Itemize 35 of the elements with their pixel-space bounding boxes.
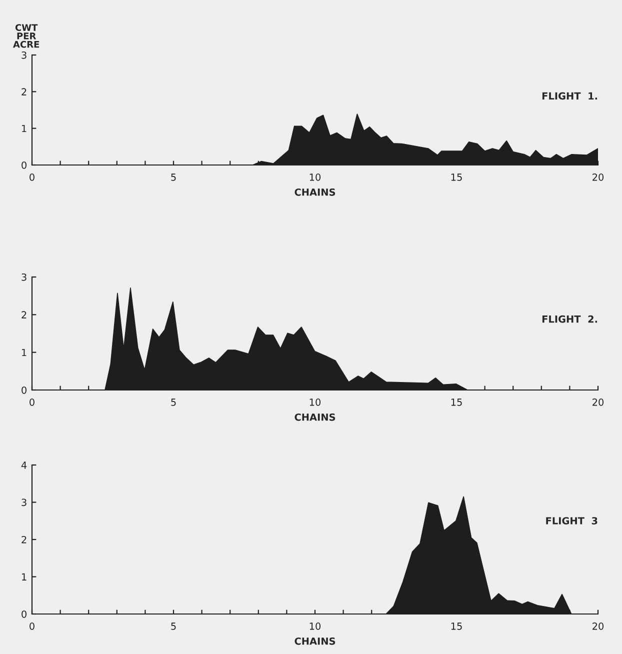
annotation: FLIGHT 3 [546, 517, 598, 524]
x-tick-label: 0 [30, 622, 34, 630]
y-tick-label: 2 [22, 88, 26, 96]
y-tick-label: 0 [22, 610, 26, 618]
x-tick-label: 20 [592, 622, 604, 630]
x-tick-label: 10 [310, 174, 321, 181]
y-tick-label: 2 [22, 536, 26, 544]
x-tick-label: 5 [171, 174, 176, 181]
x-tick-label: 5 [171, 622, 176, 630]
annotation: FLIGHT 1. [542, 92, 598, 100]
x-tick-label: 20 [592, 398, 604, 406]
x-axis-title: CHAINS [294, 188, 336, 196]
x-tick-label: 15 [451, 398, 462, 406]
x-tick-label: 15 [451, 174, 462, 181]
x-axis-title: CHAINS [294, 413, 336, 421]
y-tick-label: 1 [22, 348, 26, 356]
y-tick-label: 3 [22, 51, 26, 59]
x-tick-label: 10 [310, 622, 321, 630]
y-tick-label: 2 [22, 311, 26, 318]
y-tick-label: 3 [22, 498, 26, 506]
y-tick-label: 1 [22, 573, 26, 580]
x-tick-label: 10 [310, 398, 321, 406]
y-tick-label: 1 [22, 124, 26, 132]
x-tick-label: 15 [451, 622, 462, 630]
x-tick-label: 0 [30, 174, 34, 181]
y-tick-label: 3 [22, 273, 26, 281]
x-tick-label: 20 [592, 174, 604, 181]
x-axis-title: CHAINS [294, 637, 336, 645]
y-tick-label: 4 [21, 462, 27, 469]
annotation: FLIGHT 2. [542, 315, 598, 323]
y-tick-label: 0 [22, 386, 26, 394]
x-tick-label: 5 [171, 398, 176, 406]
y-tick-label: 0 [22, 161, 26, 169]
x-tick-label: 0 [30, 398, 34, 406]
y-axis-title: CWT PER ACRE [13, 24, 40, 48]
